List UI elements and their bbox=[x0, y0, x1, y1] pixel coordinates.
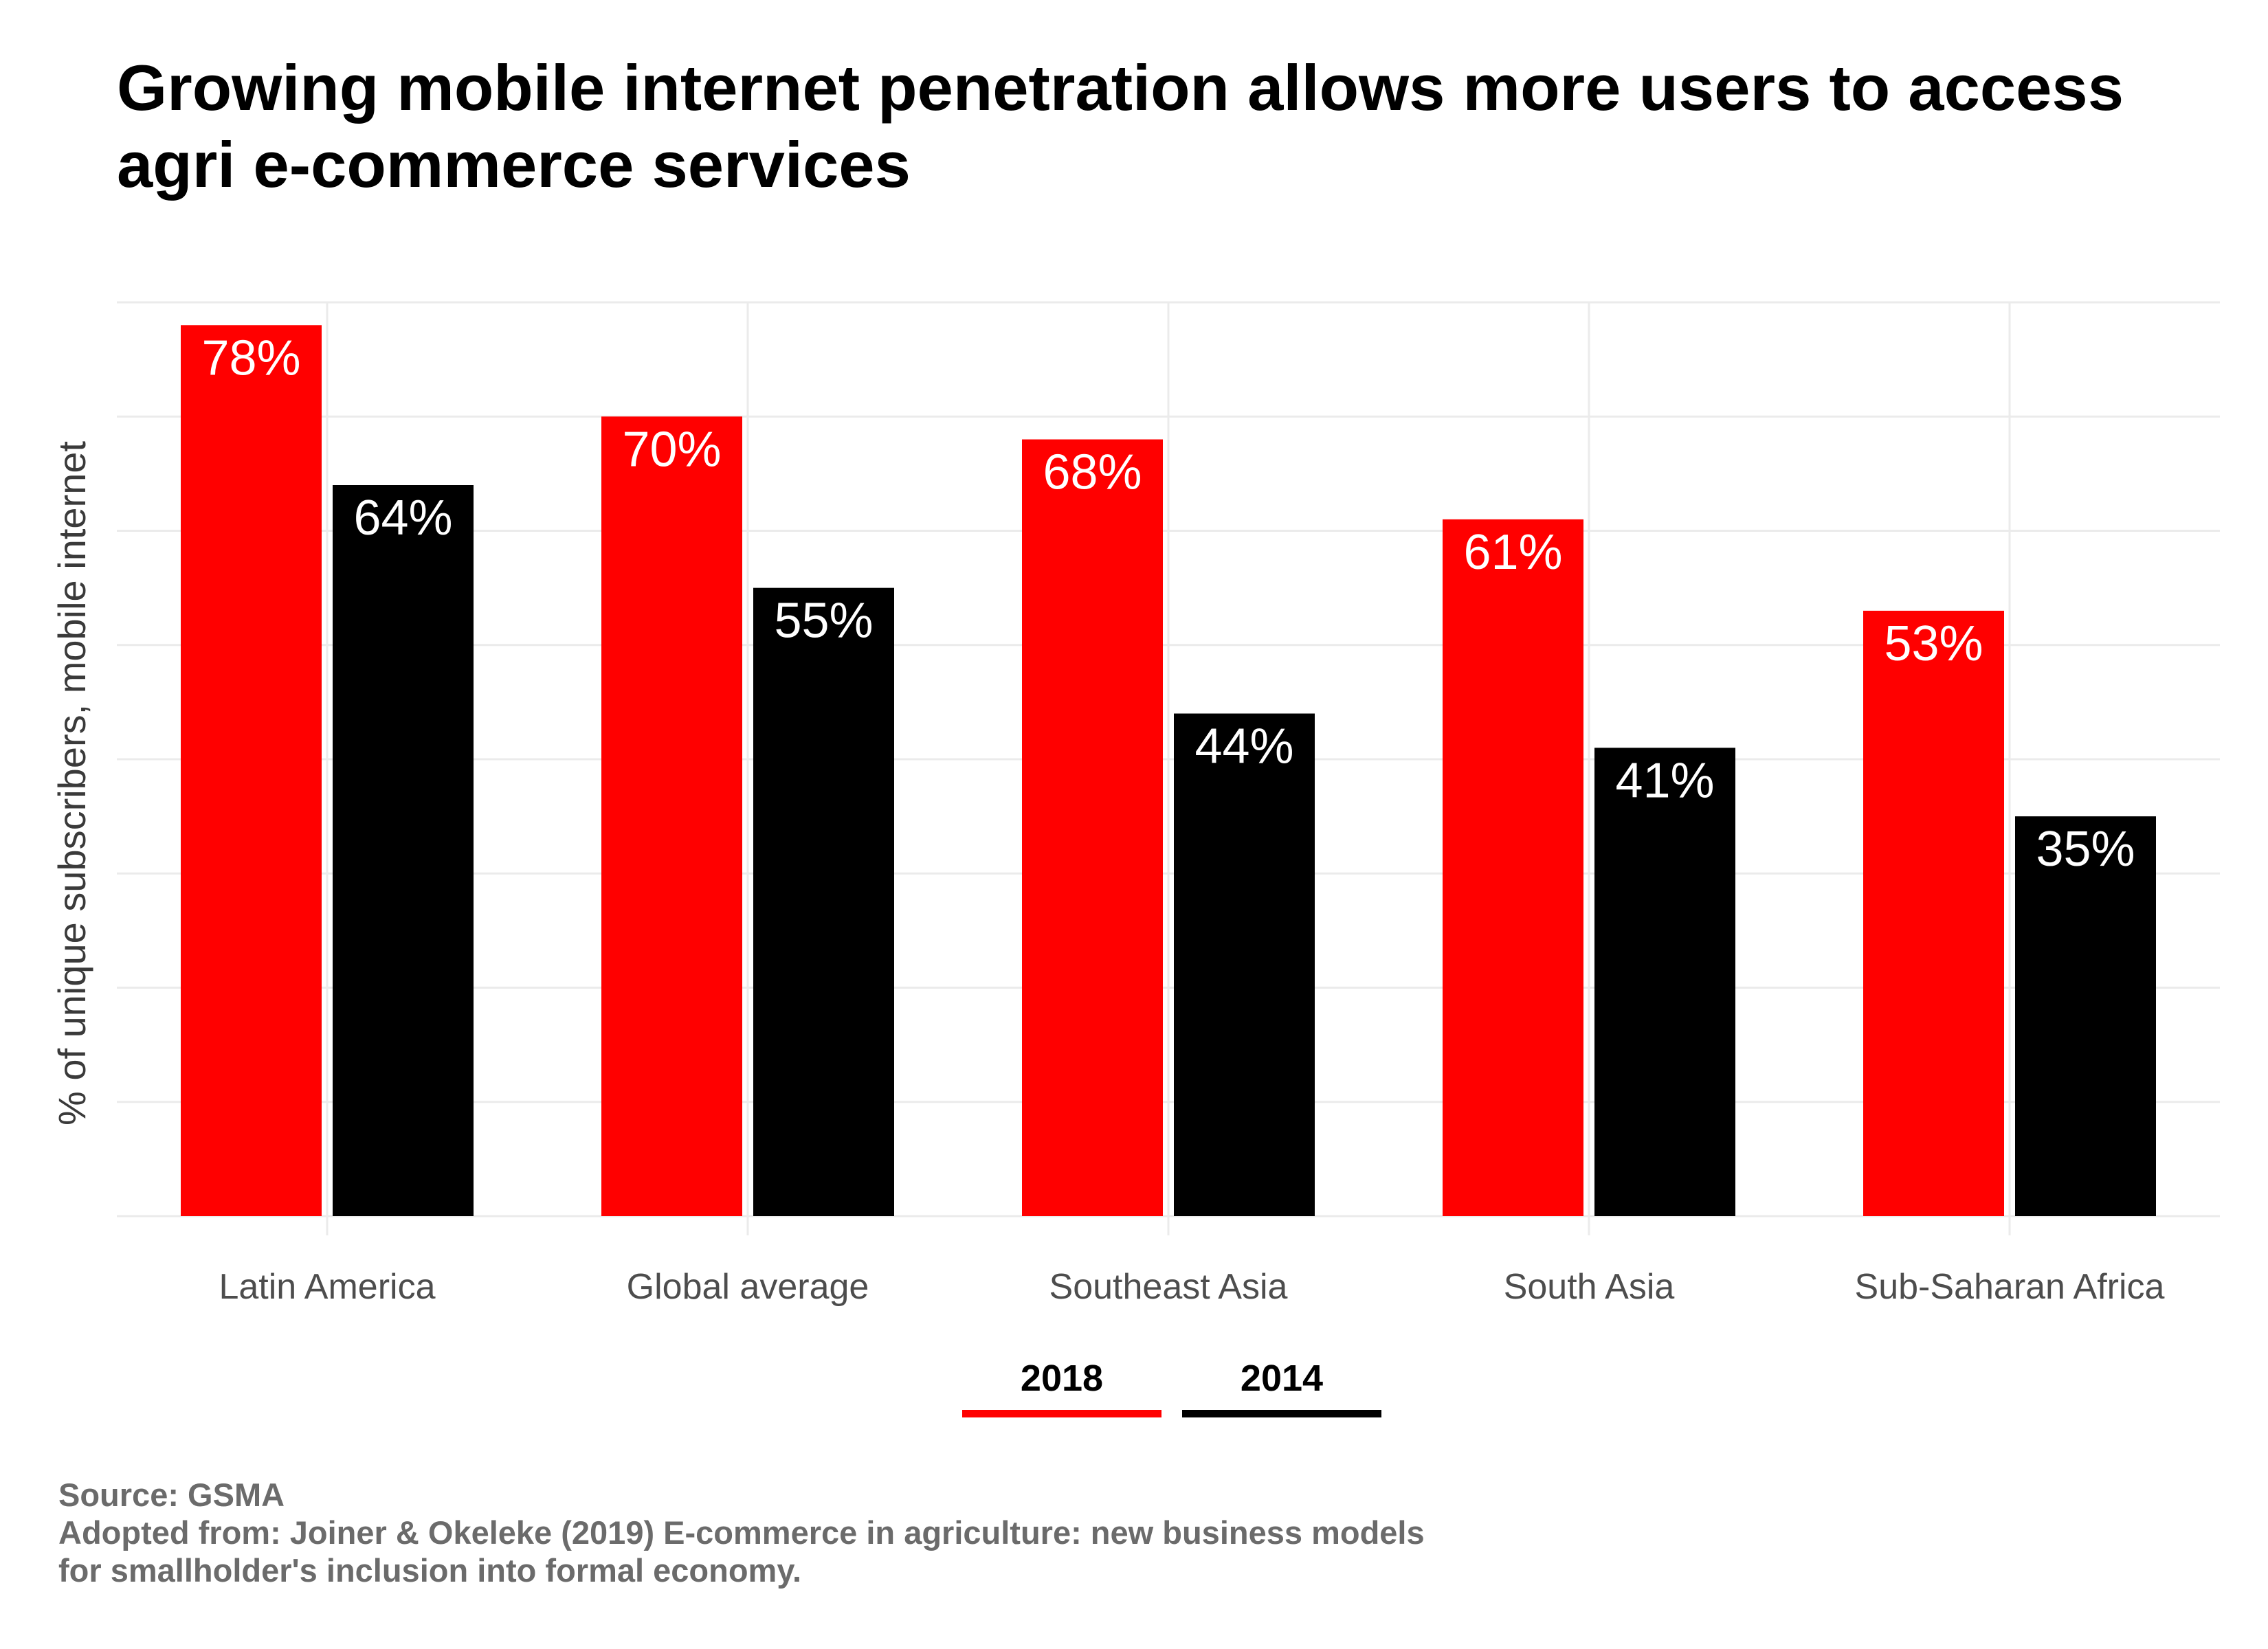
legend-item-2018: 2018 bbox=[962, 1354, 1161, 1417]
bar-2014 bbox=[333, 485, 474, 1216]
legend-label-2018: 2018 bbox=[1020, 1358, 1104, 1399]
bar-2014 bbox=[2015, 816, 2156, 1216]
data-labels: 78% 64% 70% 55% 68% 44% 61% 41% 53% 35% bbox=[201, 330, 2135, 877]
bar-2018 bbox=[601, 416, 742, 1216]
bars bbox=[181, 325, 2156, 1216]
legend-swatch-2018 bbox=[962, 1410, 1161, 1417]
data-label-2014: 64% bbox=[353, 491, 452, 546]
adopted-from-line-2: for smallholder's inclusion into formal … bbox=[58, 1552, 802, 1589]
bar-2018 bbox=[1443, 519, 1583, 1216]
page-title: Growing mobile internet penetration allo… bbox=[117, 49, 2247, 203]
bar-2018 bbox=[181, 325, 322, 1216]
data-label-2014: 44% bbox=[1194, 719, 1293, 774]
data-label-2018: 78% bbox=[201, 330, 300, 385]
bar-2014 bbox=[1594, 748, 1735, 1216]
data-label-2014: 41% bbox=[1615, 753, 1714, 808]
data-label-2014: 55% bbox=[774, 594, 873, 649]
data-label-2018: 61% bbox=[1463, 525, 1562, 580]
adopted-from-line-1: Adopted from: Joiner & Okeleke (2019) E-… bbox=[58, 1514, 1425, 1551]
x-tick-label: Southeast Asia bbox=[1049, 1267, 1288, 1307]
bar-2018 bbox=[1863, 610, 2004, 1216]
title-line-1: Growing mobile internet penetration allo… bbox=[117, 52, 2124, 124]
x-tick-label: Sub-Saharan Africa bbox=[1855, 1267, 2165, 1307]
legend-swatch-2014 bbox=[1182, 1410, 1381, 1417]
data-label-2018: 53% bbox=[1884, 616, 1983, 671]
footer: Source: GSMA Adopted from: Joiner & Okel… bbox=[58, 1476, 1845, 1589]
bar-2014 bbox=[1174, 713, 1315, 1216]
x-tick-label: South Asia bbox=[1504, 1267, 1675, 1307]
x-tick-label: Global average bbox=[627, 1267, 869, 1307]
bar-2018 bbox=[1022, 439, 1163, 1216]
legend-label-2014: 2014 bbox=[1240, 1358, 1324, 1399]
legend-item-2014: 2014 bbox=[1182, 1354, 1381, 1417]
x-axis-ticks: Latin America Global average Southeast Asi… bbox=[219, 1267, 2164, 1307]
data-label-2018: 70% bbox=[622, 422, 721, 477]
legend: 2018 2014 bbox=[962, 1354, 1388, 1429]
x-tick-label: Latin America bbox=[219, 1267, 435, 1307]
data-label-2018: 68% bbox=[1043, 445, 1142, 500]
vertical-gridlines bbox=[326, 302, 2011, 1235]
source-text: Source: GSMA bbox=[58, 1477, 285, 1513]
y-axis-label: % of unique subscribers, mobile internet bbox=[50, 441, 93, 1126]
title-line-2: agri e-commerce services bbox=[117, 128, 911, 201]
bar-2014 bbox=[753, 587, 894, 1216]
data-label-2014: 35% bbox=[2036, 822, 2135, 877]
